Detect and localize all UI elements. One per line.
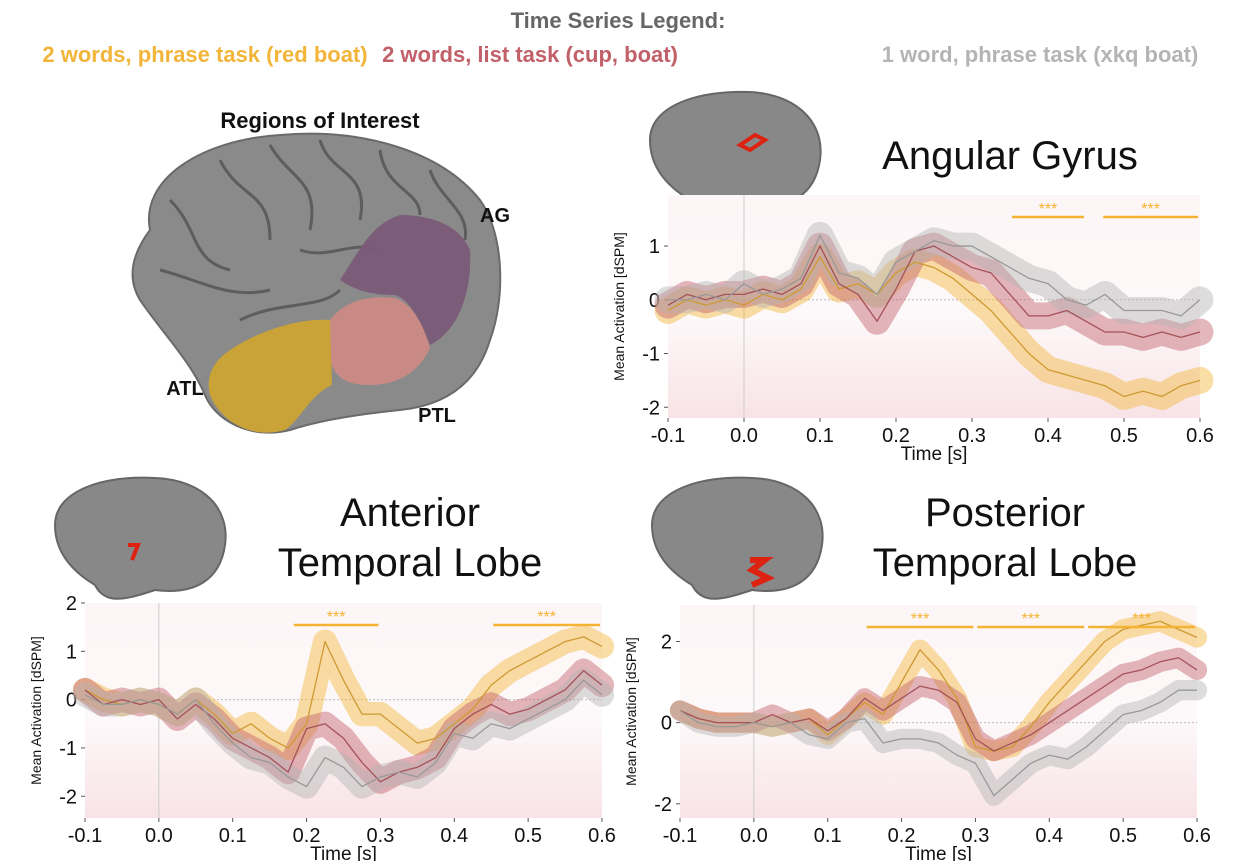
x-tick-label: -0.1 — [68, 825, 102, 847]
x-tick-label: 0.5 — [1110, 425, 1138, 447]
y-tick-label: 1 — [649, 236, 660, 258]
y-tick-label: -1 — [642, 344, 660, 366]
roi-title: Regions of Interest — [220, 108, 420, 133]
y-tick-label: -1 — [59, 738, 77, 760]
y-tick-label: 1 — [66, 641, 77, 663]
significance-label: *** — [1039, 201, 1058, 218]
x-tick-label: 0.4 — [1034, 425, 1062, 447]
x-tick-label: 0.6 — [1183, 825, 1211, 847]
significance-label: *** — [327, 609, 346, 626]
y-tick-label: 2 — [66, 593, 77, 615]
chart-title: Anterior Temporal Lobe — [260, 488, 560, 588]
chart-title: Angular Gyrus — [820, 131, 1200, 181]
significance-label: *** — [1141, 201, 1160, 218]
significance-label: *** — [1021, 611, 1040, 628]
x-tick-label: 0.6 — [1186, 425, 1214, 447]
x-tick-label: -0.1 — [663, 825, 697, 847]
significance-label: *** — [911, 611, 930, 628]
roi-label: ATL — [166, 378, 203, 400]
x-tick-label: 0.0 — [145, 825, 173, 847]
x-tick-label: 0.1 — [814, 825, 842, 847]
x-axis-label: Time [s] — [905, 844, 972, 861]
x-tick-label: -0.1 — [651, 425, 685, 447]
chart-title: Posterior Temporal Lobe — [845, 488, 1165, 588]
x-tick-label: 0.4 — [1035, 825, 1063, 847]
x-tick-label: 0.0 — [730, 425, 758, 447]
legend-entry: 2 words, list task (cup, boat) — [382, 42, 678, 67]
roi-label: PTL — [418, 405, 456, 427]
legend-entry: 2 words, phrase task (red boat) — [42, 42, 367, 67]
legend-entry: 1 word, phrase task (xkq boat) — [882, 42, 1199, 67]
x-tick-label: 0.1 — [219, 825, 247, 847]
y-axis-label: Mean Activation [dSPM] — [623, 637, 639, 786]
significance-label: *** — [1132, 611, 1151, 628]
brain-icon — [652, 478, 823, 599]
significance-label: *** — [537, 609, 556, 626]
x-tick-label: 0.5 — [514, 825, 542, 847]
y-tick-label: 0 — [661, 713, 672, 735]
x-tick-label: 0.4 — [440, 825, 468, 847]
x-tick-label: 0.0 — [740, 825, 768, 847]
roi-label: AG — [480, 205, 510, 227]
x-tick-label: 0.5 — [1109, 825, 1137, 847]
legend-title: Time Series Legend: — [511, 8, 726, 33]
figure: Time Series Legend: Regions of Interest … — [0, 0, 1236, 861]
y-axis-label: Mean Activation [dSPM] — [28, 636, 44, 785]
x-tick-label: 0.6 — [588, 825, 616, 847]
page: Time Series Legend: Regions of Interest … — [0, 0, 1236, 861]
x-axis-label: Time [s] — [310, 844, 377, 861]
y-tick-label: -2 — [59, 786, 77, 808]
y-tick-label: -2 — [654, 794, 672, 816]
y-tick-label: 2 — [661, 632, 672, 654]
y-tick-label: -2 — [642, 397, 660, 419]
brain-icon — [55, 478, 226, 599]
y-axis-label: Mean Activation [dSPM] — [611, 232, 627, 381]
x-axis-label: Time [s] — [901, 444, 968, 465]
x-tick-label: 0.1 — [806, 425, 834, 447]
